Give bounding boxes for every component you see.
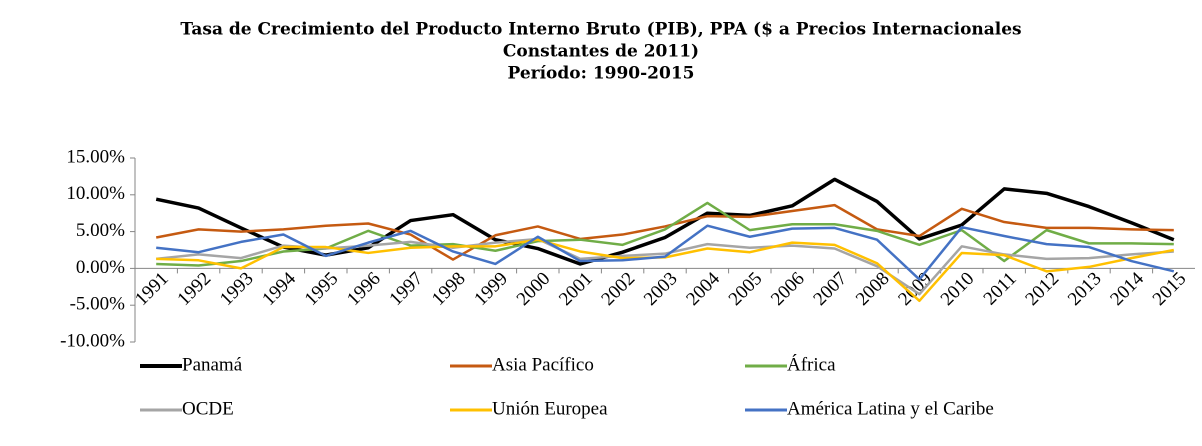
legend-label: Unión Europea xyxy=(492,398,608,419)
x-tick-label: 1995 xyxy=(301,268,343,310)
x-tick-label: 1993 xyxy=(216,268,258,310)
x-tick-label: 2013 xyxy=(1064,268,1106,310)
legend-label: Asia Pacífico xyxy=(492,354,594,375)
x-tick-label: 1996 xyxy=(343,268,385,310)
legend-label: OCDE xyxy=(182,398,234,419)
series-line xyxy=(155,177,1175,266)
legend-label: África xyxy=(787,353,836,375)
y-tick-label: -5.00% xyxy=(70,294,126,315)
x-tick-label: 1994 xyxy=(258,268,300,310)
x-tick-label: 2003 xyxy=(640,268,682,310)
x-tick-label: 2012 xyxy=(1021,268,1063,310)
x-tick-label: 2001 xyxy=(555,268,597,310)
x-tick-label: 2014 xyxy=(1106,268,1148,310)
chart-title: Constantes de 2011) xyxy=(503,42,699,62)
legend-label: América Latina y el Caribe xyxy=(787,398,994,419)
y-tick-label: 10.00% xyxy=(66,183,125,204)
y-tick-label: -10.00% xyxy=(60,330,125,351)
y-tick-label: 5.00% xyxy=(76,220,125,241)
x-tick-label: 2006 xyxy=(767,268,809,310)
legend-label: Panamá xyxy=(182,354,243,375)
x-tick-label: 2000 xyxy=(513,268,555,310)
x-tick-label: 1998 xyxy=(428,268,470,310)
chart-subtitle: Período: 1990-2015 xyxy=(508,64,695,84)
x-tick-label: 2015 xyxy=(1149,268,1191,310)
chart-title: Tasa de Crecimiento del Producto Interno… xyxy=(180,20,1021,40)
x-tick-label: 1992 xyxy=(173,268,215,310)
y-tick-label: 0.00% xyxy=(76,257,125,278)
y-tick-label: 15.00% xyxy=(66,146,125,167)
x-tick-label: 1991 xyxy=(131,268,173,310)
x-tick-label: 2004 xyxy=(682,268,724,310)
x-tick-label: 2002 xyxy=(597,268,639,310)
x-tick-label: 2011 xyxy=(980,268,1021,309)
x-tick-label: 1997 xyxy=(385,268,427,310)
x-tick-label: 2005 xyxy=(725,268,767,310)
series-line xyxy=(155,203,1174,261)
series-line xyxy=(156,224,1175,281)
x-tick-label: 2007 xyxy=(809,268,851,310)
x-tick-label: 1999 xyxy=(470,268,512,310)
